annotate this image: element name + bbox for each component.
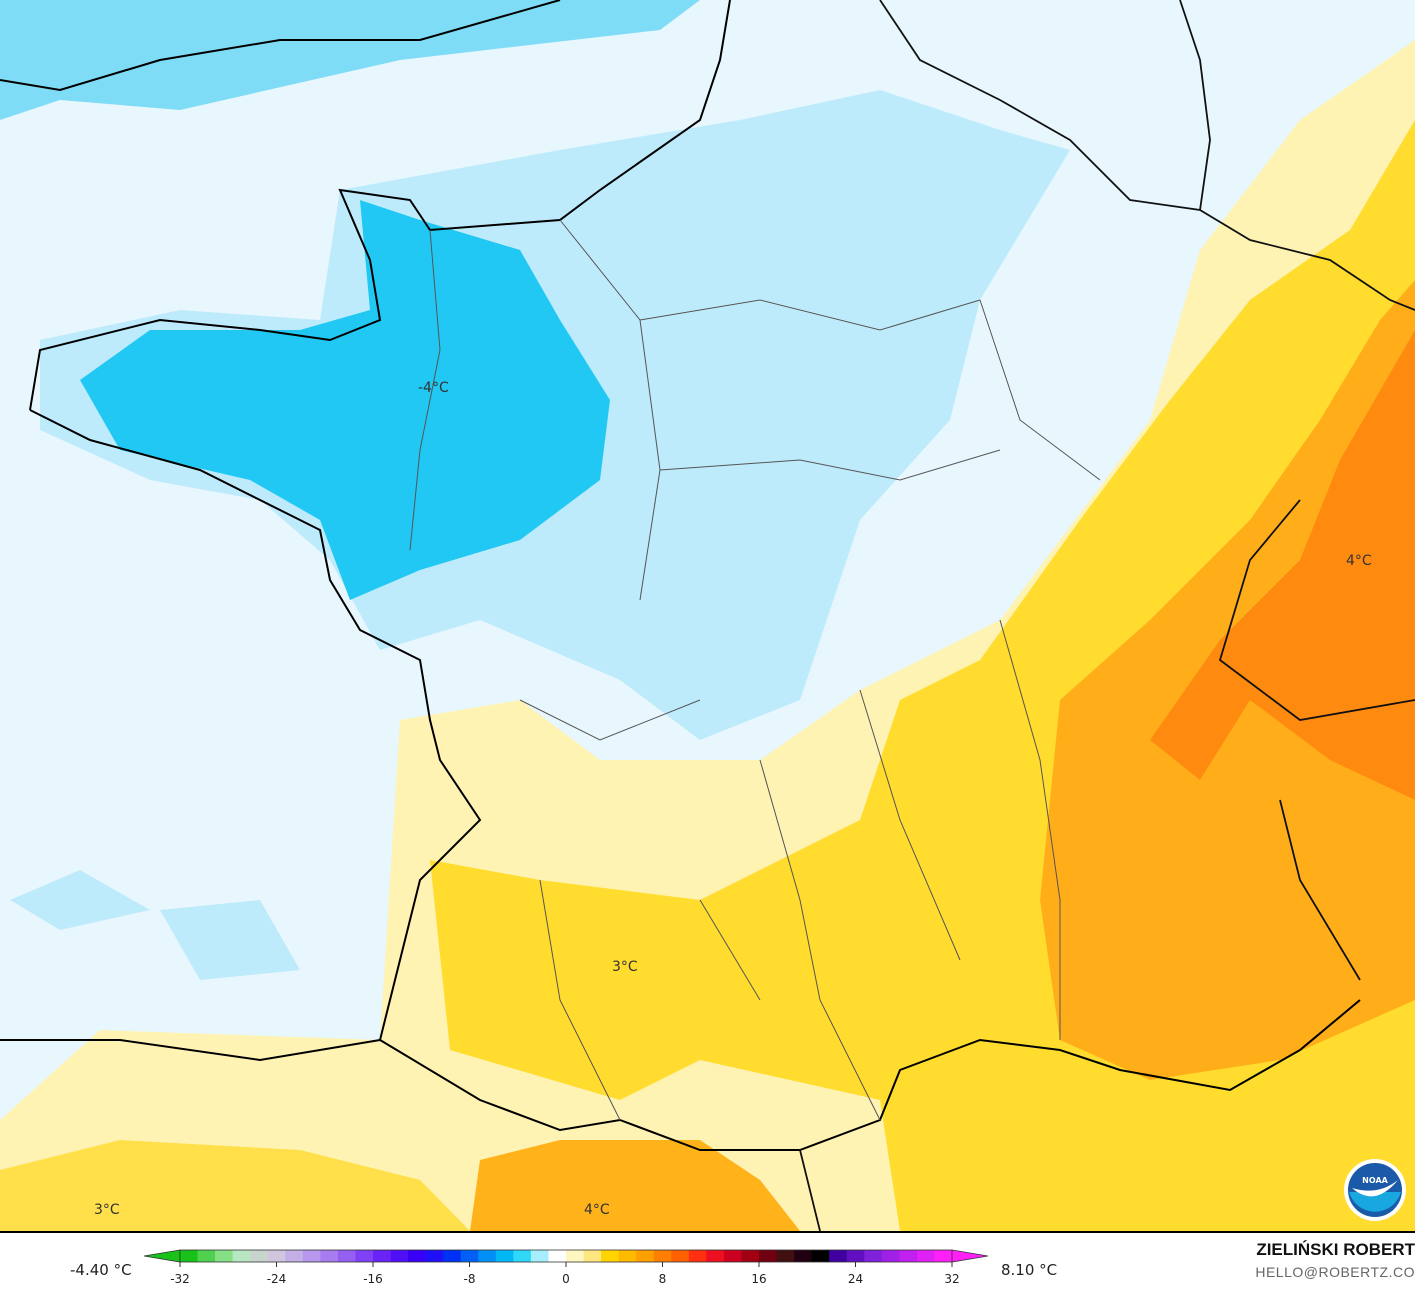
coastline-spain xyxy=(0,1039,381,1062)
colorbar-segment xyxy=(794,1250,813,1262)
colorbar-segment xyxy=(723,1250,742,1262)
noaa-logo-text: NOAA xyxy=(1362,1176,1388,1185)
colorbar-segment xyxy=(583,1250,602,1262)
author-name: ZIELIŃSKI ROBERT xyxy=(1256,1240,1415,1259)
colorbar-segment xyxy=(934,1250,953,1262)
colorbar-segment xyxy=(864,1250,883,1262)
colorbar-segment xyxy=(285,1250,304,1262)
label-southwest: 3°C xyxy=(612,959,638,975)
cold-zone-biscay xyxy=(10,870,300,980)
colorbar-segment xyxy=(250,1250,269,1262)
temperature-map: -4°C 4°C 3°C 3°C 4°C NOAA xyxy=(0,0,1415,1233)
colorbar-segment xyxy=(688,1250,707,1262)
colorbar-segment xyxy=(373,1250,392,1262)
noaa-logo: NOAA xyxy=(1344,1159,1406,1221)
colorbar: -32 -24 -16 -8 0 8 16 24 32 xyxy=(143,1249,989,1286)
colorbar-segment xyxy=(899,1250,918,1262)
colorbar-segment xyxy=(215,1250,234,1262)
colorbar-segment xyxy=(530,1250,549,1262)
colorbar-segment xyxy=(636,1250,655,1262)
colorbar-segment xyxy=(320,1250,339,1262)
colorbar-segment xyxy=(460,1250,479,1262)
author-email[interactable]: HELLO@ROBERTZ.CO xyxy=(1255,1264,1415,1280)
colorbar-segment xyxy=(337,1250,356,1262)
colorbar-tick-label: -32 xyxy=(170,1272,190,1286)
colorbar-segment xyxy=(408,1250,427,1262)
colorbar-tick-label: -24 xyxy=(267,1272,287,1286)
region-borders xyxy=(409,219,1101,1121)
cold-zone-north-sea xyxy=(0,0,700,120)
colorbar-segment xyxy=(759,1250,778,1262)
colorbar-segment xyxy=(601,1250,620,1262)
colorbar-segment xyxy=(390,1250,409,1262)
legend-max-value: 8.10 °C xyxy=(1001,1261,1058,1279)
map-labels: -4°C 4°C 3°C 3°C 4°C xyxy=(94,380,1372,1218)
colorbar-segment xyxy=(478,1250,497,1262)
branding: ZIELIŃSKI ROBERT HELLO@ROBERTZ.CO xyxy=(1255,1240,1415,1280)
country-border xyxy=(799,0,1415,1231)
label-pyrenees: 4°C xyxy=(584,1202,610,1218)
colorbar-segment xyxy=(741,1250,760,1262)
colorbar-segment xyxy=(495,1250,514,1262)
colorbar-segment xyxy=(548,1250,567,1262)
colorbar-segment xyxy=(653,1250,672,1262)
colorbar-segment xyxy=(811,1250,830,1262)
colorbar-segment xyxy=(776,1250,795,1262)
colorbar-tick-label: 8 xyxy=(659,1272,667,1286)
colorbar-segment xyxy=(618,1250,637,1262)
colorbar-segment xyxy=(425,1250,444,1262)
label-alps: 4°C xyxy=(1346,553,1372,569)
warm-zone-pyrenees xyxy=(470,1140,800,1231)
legend-min-value: -4.40 °C xyxy=(70,1261,132,1279)
colorbar-segment xyxy=(916,1250,935,1262)
colorbar-segment xyxy=(566,1250,585,1262)
cold-zone-blue xyxy=(80,200,610,600)
colorbar-high-arrow xyxy=(951,1249,989,1263)
colorbar-segment xyxy=(846,1250,865,1262)
coastline-uk xyxy=(0,0,561,92)
colorbar-segment xyxy=(706,1250,725,1262)
colorbar-segment xyxy=(671,1250,690,1262)
colorbar-tick-label: 16 xyxy=(751,1272,766,1286)
color-legend: -32 -24 -16 -8 0 8 16 24 32 xyxy=(0,1233,1415,1287)
colorbar-segment xyxy=(267,1250,286,1262)
colorbar-segment xyxy=(355,1250,374,1262)
colorbar-segment xyxy=(829,1250,848,1262)
warm-zone-deep-orange xyxy=(1150,330,1415,800)
label-spain-west: 3°C xyxy=(94,1202,120,1218)
colorbar-tick-label: -8 xyxy=(464,1272,476,1286)
colorbar-tick-label: 24 xyxy=(848,1272,863,1286)
colorbar-tick-label: 32 xyxy=(944,1272,959,1286)
colorbar-segment xyxy=(180,1250,199,1262)
colorbar-tick-label: 0 xyxy=(562,1272,570,1286)
colorbar-segment xyxy=(197,1250,216,1262)
colorbar-segment xyxy=(443,1250,462,1262)
colorbar-segment xyxy=(302,1250,321,1262)
warm-zone-southwest xyxy=(0,1140,470,1231)
label-brittany: -4°C xyxy=(418,380,449,396)
colorbar-segment xyxy=(513,1250,532,1262)
colorbar-low-arrow xyxy=(143,1249,181,1263)
colorbar-segment xyxy=(881,1250,900,1262)
colorbar-tick-label: -16 xyxy=(363,1272,383,1286)
colorbar-segment xyxy=(232,1250,251,1262)
